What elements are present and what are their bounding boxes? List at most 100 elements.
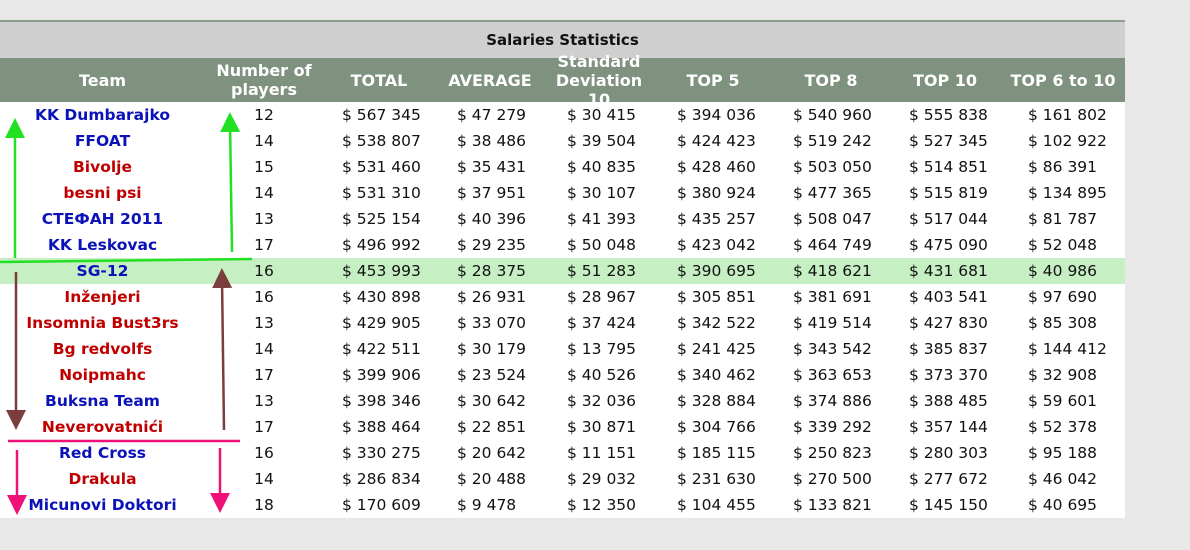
top8-cell: $ 503 050 bbox=[793, 158, 872, 176]
header-total: TOTAL bbox=[350, 70, 408, 90]
players-cell: 15 bbox=[254, 158, 274, 176]
header-number-of-players: Number of players bbox=[216, 61, 312, 99]
average-cell: $ 30 642 bbox=[457, 392, 527, 410]
header-top5: TOP 5 bbox=[686, 70, 740, 90]
top8-cell: $ 419 514 bbox=[793, 314, 872, 332]
team-name-cell: Red Cross bbox=[58, 444, 147, 462]
top10-cell: $ 527 345 bbox=[909, 132, 988, 150]
top5-cell: $ 328 884 bbox=[677, 392, 756, 410]
table-row: Insomnia Bust3rs 13 $ 429 905 $ 33 070 $ 37 … bbox=[0, 310, 1125, 336]
header-top10: TOP 10 bbox=[912, 70, 978, 90]
top10-cell: $ 555 838 bbox=[909, 106, 988, 124]
top6-to-10-cell: $ 52 048 bbox=[1028, 236, 1098, 254]
top5-cell: $ 394 036 bbox=[677, 106, 756, 124]
std-cell: $ 39 504 bbox=[567, 132, 637, 150]
top5-cell: $ 304 766 bbox=[677, 418, 756, 436]
team-name-cell: besni psi bbox=[63, 184, 142, 202]
top8-cell: $ 508 047 bbox=[793, 210, 872, 228]
players-cell: 16 bbox=[254, 444, 274, 462]
top6-to-10-cell: $ 86 391 bbox=[1028, 158, 1098, 176]
top5-cell: $ 424 423 bbox=[677, 132, 756, 150]
average-cell: $ 30 179 bbox=[457, 340, 527, 358]
table-row: Bg redvolfs 14 $ 422 511 $ 30 179 $ 13 795 $ … bbox=[0, 336, 1125, 362]
top10-cell: $ 517 044 bbox=[909, 210, 988, 228]
table-row: Bivolje 15 $ 531 460 $ 35 431 $ 40 835 $ 428 … bbox=[0, 154, 1125, 180]
std-cell: $ 11 151 bbox=[567, 444, 637, 462]
top5-cell: $ 185 115 bbox=[677, 444, 756, 462]
total-cell: $ 538 807 bbox=[342, 132, 421, 150]
std-cell: $ 13 795 bbox=[567, 340, 637, 358]
top5-cell: $ 342 522 bbox=[677, 314, 756, 332]
table-row: KK Dumbarajko 12 $ 567 345 $ 47 279 $ 30 415… bbox=[0, 102, 1125, 128]
total-cell: $ 531 460 bbox=[342, 158, 421, 176]
top8-cell: $ 343 542 bbox=[793, 340, 872, 358]
players-cell: 14 bbox=[254, 470, 274, 488]
team-name-cell: Insomnia Bust3rs bbox=[26, 314, 179, 332]
table-row: FFOAT 14 $ 538 807 $ 38 486 $ 39 504 $ 424 42… bbox=[0, 128, 1125, 154]
std-cell: $ 51 283 bbox=[567, 262, 637, 280]
top10-cell: $ 514 851 bbox=[909, 158, 988, 176]
std-cell: $ 41 393 bbox=[567, 210, 637, 228]
average-cell: $ 47 279 bbox=[457, 106, 527, 124]
top5-cell: $ 305 851 bbox=[677, 288, 756, 306]
team-name-cell: Drakula bbox=[68, 470, 137, 488]
top5-cell: $ 428 460 bbox=[677, 158, 756, 176]
header-standard-deviation: Standard Deviation 10 bbox=[555, 51, 643, 109]
std-cell: $ 50 048 bbox=[567, 236, 637, 254]
top10-cell: $ 277 672 bbox=[909, 470, 988, 488]
total-cell: $ 286 834 bbox=[342, 470, 421, 488]
top5-cell: $ 340 462 bbox=[677, 366, 756, 384]
table-row: Drakula 14 $ 286 834 $ 20 488 $ 29 032 $ 231 … bbox=[0, 466, 1125, 492]
team-name-cell: FFOAT bbox=[74, 132, 131, 150]
header-team: Team bbox=[78, 70, 127, 90]
total-cell: $ 525 154 bbox=[342, 210, 421, 228]
std-cell: $ 29 032 bbox=[567, 470, 637, 488]
table-title-text: Salaries Statistics bbox=[486, 31, 639, 49]
players-cell: 13 bbox=[254, 392, 274, 410]
players-cell: 13 bbox=[254, 314, 274, 332]
header-row: Team Number of players TOTAL AVERAGE Sta… bbox=[0, 51, 1125, 109]
std-cell: $ 30 107 bbox=[567, 184, 637, 202]
players-cell: 17 bbox=[254, 418, 274, 436]
salaries-table: Salaries Statistics Team Number of playe… bbox=[0, 20, 1125, 518]
team-name-cell: SG-12 bbox=[76, 262, 129, 280]
top8-cell: $ 339 292 bbox=[793, 418, 872, 436]
std-cell: $ 32 036 bbox=[567, 392, 637, 410]
total-cell: $ 388 464 bbox=[342, 418, 421, 436]
table-row: Red Cross 16 $ 330 275 $ 20 642 $ 11 151 $ 18… bbox=[0, 440, 1125, 466]
top6-to-10-cell: $ 59 601 bbox=[1028, 392, 1098, 410]
average-cell: $ 20 488 bbox=[457, 470, 527, 488]
team-name-cell: KK Dumbarajko bbox=[35, 106, 170, 124]
players-cell: 17 bbox=[254, 366, 274, 384]
team-name-cell: Noipmahc bbox=[59, 366, 146, 384]
average-cell: $ 29 235 bbox=[457, 236, 527, 254]
average-cell: $ 40 396 bbox=[457, 210, 527, 228]
average-cell: $ 28 375 bbox=[457, 262, 527, 280]
top6-to-10-cell: $ 52 378 bbox=[1028, 418, 1098, 436]
top6-to-10-cell: $ 161 802 bbox=[1028, 106, 1107, 124]
std-cell: $ 40 526 bbox=[567, 366, 637, 384]
top10-cell: $ 427 830 bbox=[909, 314, 988, 332]
top8-cell: $ 133 821 bbox=[793, 496, 872, 514]
top8-cell: $ 477 365 bbox=[793, 184, 872, 202]
players-cell: 14 bbox=[254, 132, 274, 150]
team-name-cell: KK Leskovac bbox=[47, 236, 158, 254]
top5-cell: $ 435 257 bbox=[677, 210, 756, 228]
table-title: Salaries Statistics bbox=[0, 20, 1125, 58]
team-name-cell: Micunovi Doktori bbox=[28, 496, 177, 514]
top10-cell: $ 357 144 bbox=[909, 418, 988, 436]
std-cell: $ 12 350 bbox=[567, 496, 637, 514]
table-row: besni psi 14 $ 531 310 $ 37 951 $ 30 107 $ 38… bbox=[0, 180, 1125, 206]
table-row: Buksna Team 13 $ 398 346 $ 30 642 $ 32 036 $ … bbox=[0, 388, 1125, 414]
players-cell: 18 bbox=[254, 496, 274, 514]
top10-cell: $ 475 090 bbox=[909, 236, 988, 254]
table-row: Inženjeri 16 $ 430 898 $ 26 931 $ 28 967 $ 30… bbox=[0, 284, 1125, 310]
top10-cell: $ 431 681 bbox=[909, 262, 988, 280]
top6-to-10-cell: $ 40 695 bbox=[1028, 496, 1098, 514]
players-cell: 17 bbox=[254, 236, 274, 254]
players-cell: 12 bbox=[254, 106, 274, 124]
top6-to-10-cell: $ 85 308 bbox=[1028, 314, 1098, 332]
players-cell: 14 bbox=[254, 184, 274, 202]
table-row: Noipmahc 17 $ 399 906 $ 23 524 $ 40 526 $ 340… bbox=[0, 362, 1125, 388]
top10-cell: $ 373 370 bbox=[909, 366, 988, 384]
